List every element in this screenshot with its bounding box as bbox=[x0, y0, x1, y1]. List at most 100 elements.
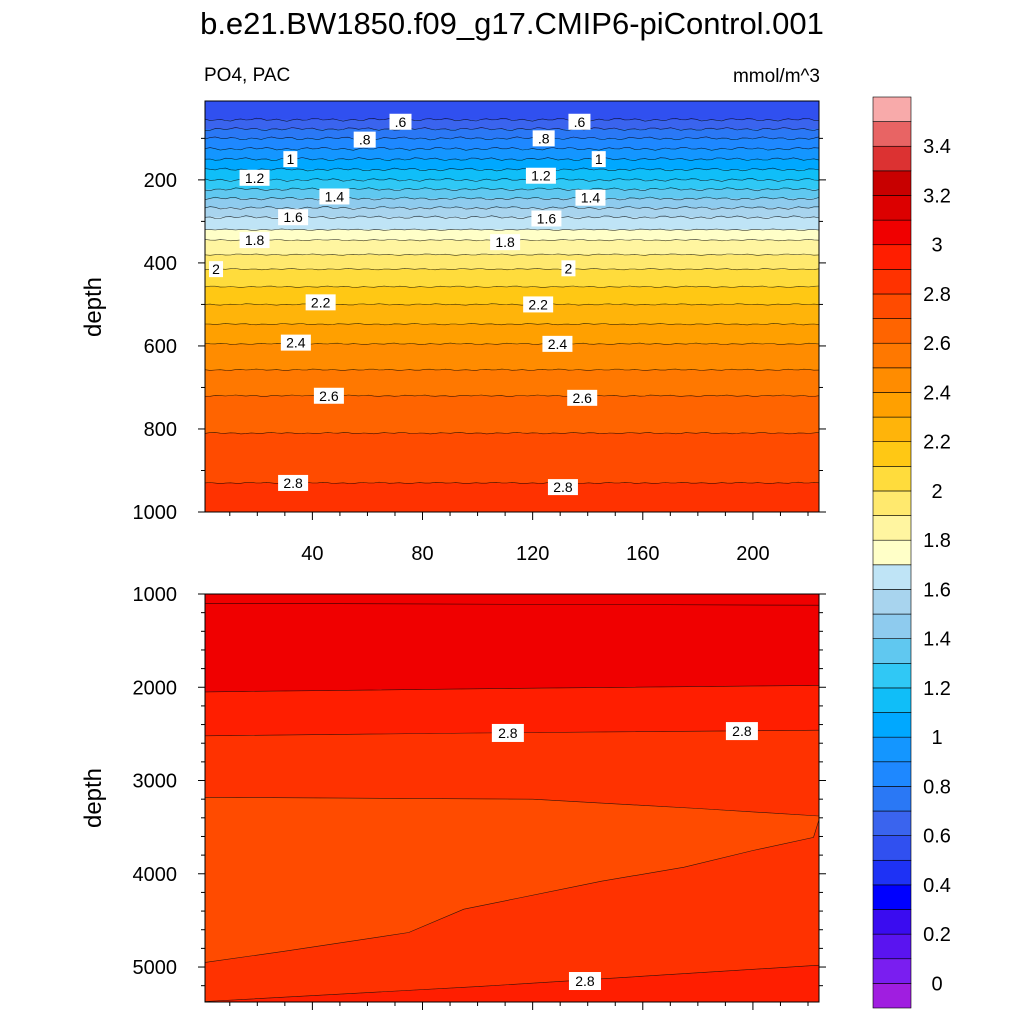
colorbar-swatch bbox=[872, 884, 912, 910]
upper-fill-band bbox=[205, 129, 819, 139]
colorbar-swatch bbox=[872, 121, 912, 147]
upper-fill-band bbox=[205, 148, 819, 160]
upper-x-tick-label: 200 bbox=[736, 543, 769, 565]
contour-label-box bbox=[280, 334, 311, 351]
colorbar-swatch bbox=[872, 859, 912, 886]
upper-contour-label: 2.6 bbox=[319, 388, 339, 404]
upper-panel: .6 .6 .8 .8 1 1 1.2 1.2 1.4 1.4 1.6 1.6 1.8 1.8 2 2 2.2 2… bbox=[80, 100, 826, 565]
upper-fill-band bbox=[205, 198, 819, 209]
upper-contour-line bbox=[204, 187, 820, 192]
colorbar-label: 1 bbox=[931, 727, 942, 749]
colorbar-swatch bbox=[872, 589, 912, 615]
colorbar-label: 2.4 bbox=[923, 382, 951, 404]
contour-label-box bbox=[278, 474, 309, 491]
upper-contour-label: 2.8 bbox=[553, 479, 573, 495]
contour-label-box bbox=[525, 167, 556, 184]
contour-label-box bbox=[542, 335, 573, 352]
upper-contour-line bbox=[204, 322, 820, 326]
upper-contour-label: 2 bbox=[565, 260, 573, 276]
upper-y-tick-label: 200 bbox=[144, 170, 177, 192]
lower-fill-band bbox=[205, 819, 819, 1002]
colorbar-swatch bbox=[872, 466, 912, 492]
upper-contour-label: 1.6 bbox=[283, 209, 303, 225]
colorbar-swatch bbox=[872, 564, 912, 590]
colorbar-swatch bbox=[872, 958, 912, 984]
lower-fill-band bbox=[205, 730, 819, 816]
colorbar-swatch bbox=[872, 96, 912, 122]
upper-x-tick-label: 80 bbox=[411, 543, 433, 565]
contour-label-box bbox=[725, 722, 758, 741]
upper-contour-line bbox=[204, 157, 820, 161]
upper-contour-line bbox=[204, 167, 820, 172]
colorbar-swatch bbox=[872, 244, 912, 270]
lower-contour-label: 2.8 bbox=[498, 725, 518, 741]
upper-fill-band bbox=[205, 159, 819, 170]
upper-fill-band bbox=[205, 369, 819, 397]
upper-fill-band bbox=[205, 217, 819, 231]
colorbar-swatch bbox=[872, 318, 912, 344]
colorbar-swatch bbox=[872, 613, 912, 639]
colorbar-swatch bbox=[872, 539, 912, 566]
colorbar-label: 0.4 bbox=[923, 875, 951, 897]
colorbar-label: 1.8 bbox=[923, 530, 951, 552]
upper-contour-line bbox=[204, 136, 820, 141]
lower-y-tick-label: 3000 bbox=[133, 771, 178, 793]
colorbar-swatch bbox=[872, 269, 912, 295]
upper-fill-band bbox=[205, 189, 819, 200]
lower-y-tick-label: 2000 bbox=[133, 677, 178, 699]
upper-contour-line bbox=[204, 146, 820, 151]
chart-title: b.e21.BW1850.f09_g17.CMIP6-piControl.001 bbox=[200, 6, 824, 41]
upper-contour-label: 1 bbox=[595, 151, 603, 167]
upper-contour-line bbox=[204, 368, 820, 371]
colorbar-swatch bbox=[872, 367, 912, 393]
lower-contour-line bbox=[204, 602, 820, 606]
upper-contour-label: .8 bbox=[538, 130, 550, 146]
contour-label-box bbox=[567, 389, 598, 406]
upper-x-tick-label: 40 bbox=[301, 543, 323, 565]
colorbar-swatch bbox=[872, 441, 912, 467]
upper-contour-line bbox=[204, 178, 820, 182]
contour-label-box bbox=[490, 234, 521, 251]
contour-label-box bbox=[523, 296, 554, 313]
colorbar-swatch bbox=[872, 490, 912, 516]
upper-y-tick-label: 400 bbox=[144, 253, 177, 275]
contour-label-box bbox=[389, 113, 412, 130]
upper-fill-band bbox=[205, 207, 819, 218]
contour-label-box bbox=[568, 113, 591, 130]
colorbar-swatch bbox=[872, 983, 912, 1009]
colorbar-label: 0.8 bbox=[923, 776, 951, 798]
colorbar-label: 2 bbox=[931, 481, 942, 503]
upper-contour-line bbox=[204, 196, 820, 201]
contour-label-box bbox=[239, 169, 270, 186]
left-string: PO4, PAC bbox=[204, 65, 291, 86]
upper-contour-label: 1.4 bbox=[581, 190, 601, 206]
colorbar-swatch bbox=[872, 810, 912, 836]
colorbar-swatch bbox=[872, 219, 912, 246]
upper-fill-band bbox=[205, 254, 819, 270]
upper-fill-band bbox=[205, 138, 819, 150]
upper-y-axis-label: depth bbox=[80, 277, 107, 337]
upper-fill-band bbox=[205, 269, 819, 288]
colorbar-swatch bbox=[872, 145, 912, 172]
lower-fill-band bbox=[205, 965, 819, 1002]
upper-contour-label: 2.4 bbox=[548, 336, 568, 352]
upper-y-tick-label: 800 bbox=[144, 419, 177, 441]
upper-contour-label: 1.8 bbox=[495, 234, 515, 250]
upper-contour-label: 1.6 bbox=[537, 210, 557, 226]
contour-label-box bbox=[568, 972, 601, 991]
units-label: mmol/m^3 bbox=[732, 66, 820, 87]
upper-contour-label: .6 bbox=[574, 114, 586, 130]
colorbar-label: 2.8 bbox=[923, 284, 951, 306]
contour-label-box bbox=[305, 294, 336, 311]
lower-y-tick-label: 5000 bbox=[133, 957, 178, 979]
lower-fill-band bbox=[205, 594, 819, 692]
upper-frame bbox=[204, 100, 820, 513]
lower-panel: 2.8 2.8 2.8 1000 2000 3000 4000 5000 depth bbox=[80, 584, 826, 1010]
upper-x-tick-label: 120 bbox=[516, 543, 549, 565]
colorbar-label: 2.6 bbox=[923, 333, 951, 355]
upper-contour-label: .8 bbox=[359, 132, 371, 148]
upper-contour-label: 1.4 bbox=[325, 188, 345, 204]
contour-label-box bbox=[547, 479, 578, 496]
contour-label-box bbox=[575, 189, 606, 206]
